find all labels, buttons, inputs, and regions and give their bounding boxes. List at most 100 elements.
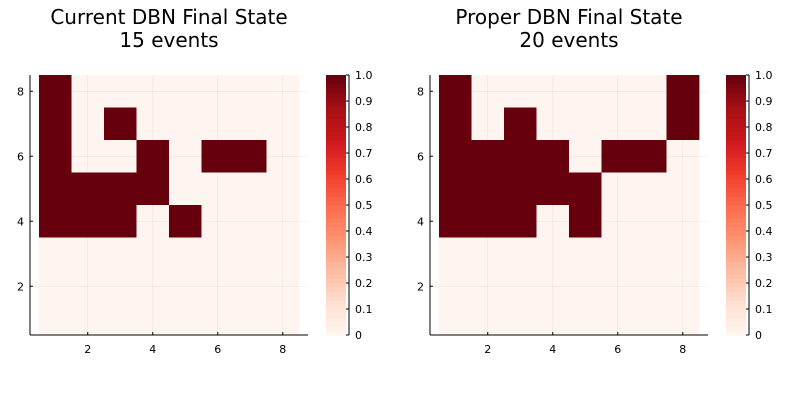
heatmap-cell xyxy=(201,107,235,141)
heatmap-cell xyxy=(471,237,505,271)
chart-title-line2: 15 events xyxy=(119,28,218,52)
colorbar-segment xyxy=(326,278,346,284)
colorbar-segment xyxy=(726,278,746,284)
colorbar-tick-label: 0.6 xyxy=(355,173,373,186)
heatmap-cell xyxy=(634,205,667,238)
heatmap-cell xyxy=(504,75,537,108)
colorbar-segment xyxy=(726,114,746,119)
heatmap-cell xyxy=(471,270,505,303)
heatmap-cell xyxy=(169,172,202,206)
colorbar-segment xyxy=(726,170,746,176)
colorbar-segment xyxy=(726,300,746,306)
colorbar-segment xyxy=(726,135,746,141)
heatmap-cell xyxy=(201,140,235,173)
colorbar-segment xyxy=(326,300,346,306)
colorbar-segment xyxy=(326,274,346,280)
colorbar-segment xyxy=(726,205,746,210)
heatmap-cell xyxy=(569,107,602,141)
gridlines xyxy=(30,75,308,335)
heatmap-cell xyxy=(136,140,170,173)
heatmap-cell xyxy=(504,270,537,303)
colorbar-segment xyxy=(326,296,346,301)
colorbar-segment xyxy=(726,161,746,167)
heatmap-cell xyxy=(569,270,602,303)
colorbar-segment xyxy=(326,75,346,80)
colorbar-segment xyxy=(726,101,746,106)
colorbar-segment xyxy=(326,144,346,150)
heatmap-cell xyxy=(471,75,505,108)
heatmap-cell xyxy=(504,172,537,206)
heatmap-cell xyxy=(39,107,72,141)
heatmap-cell xyxy=(266,270,300,303)
x-tick-label: 8 xyxy=(679,343,686,356)
heatmap-cell xyxy=(634,270,667,303)
colorbar-segment xyxy=(326,92,346,98)
colorbar-segment xyxy=(726,248,746,254)
heatmap-cell xyxy=(666,302,700,336)
heatmap-cell xyxy=(634,140,667,173)
colorbar-segment xyxy=(326,131,346,137)
heatmap-cell xyxy=(104,107,137,141)
colorbar-segment xyxy=(326,153,346,158)
colorbar-segment xyxy=(726,144,746,150)
y-tick-label: 6 xyxy=(17,150,24,163)
heatmap-cell xyxy=(234,237,267,271)
colorbar-segment xyxy=(726,109,746,115)
colorbar-segment xyxy=(726,304,746,310)
y-tick-label: 2 xyxy=(417,280,424,293)
colorbar-segment xyxy=(326,166,346,171)
colorbar-segment xyxy=(726,309,746,314)
heatmap-cell xyxy=(536,270,570,303)
heatmap-cell xyxy=(201,172,235,206)
colorbar-tick-label: 0.8 xyxy=(355,121,373,134)
colorbar-tick-label: 0.6 xyxy=(755,173,773,186)
heatmap-cell xyxy=(634,172,667,206)
heatmap-cell xyxy=(504,140,537,173)
colorbar-tick-label: 0.3 xyxy=(755,251,773,264)
heatmap-cell xyxy=(266,107,300,141)
colorbar-segment xyxy=(726,166,746,171)
heatmap-cell xyxy=(439,270,472,303)
heatmap-cell xyxy=(169,205,202,238)
colorbar-segment xyxy=(326,135,346,141)
colorbar-segment xyxy=(726,157,746,163)
x-tick-label: 4 xyxy=(149,343,156,356)
colorbar-tick-label: 0.9 xyxy=(755,95,773,108)
heatmap-cell xyxy=(39,75,72,108)
colorbar-segment xyxy=(326,213,346,219)
colorbar-segment xyxy=(326,96,346,102)
gridlines xyxy=(430,75,708,335)
colorbar-segment xyxy=(326,148,346,154)
colorbar-segment xyxy=(326,209,346,215)
heatmap-cell xyxy=(71,302,105,336)
colorbar-segment xyxy=(326,283,346,288)
heatmap-cell xyxy=(634,302,667,336)
heatmap-cell xyxy=(634,107,667,141)
colorbar-tick-label: 0.2 xyxy=(355,277,373,290)
colorbar-tick-label: 0.5 xyxy=(755,199,773,212)
colorbar-tick-label: 0.2 xyxy=(755,277,773,290)
heatmap-cell xyxy=(104,302,137,336)
colorbar-segment xyxy=(326,270,346,275)
heatmap-cell xyxy=(601,75,635,108)
heatmap-cell xyxy=(471,172,505,206)
heatmap-cell xyxy=(666,237,700,271)
colorbar-segment xyxy=(326,183,346,189)
heatmap-cell xyxy=(504,237,537,271)
heatmap-cell xyxy=(71,205,105,238)
colorbar-segment xyxy=(726,83,746,89)
heatmap-cell xyxy=(601,270,635,303)
heatmap-cell xyxy=(39,270,72,303)
heatmap-cell xyxy=(601,205,635,238)
colorbar-tick-label: 0.9 xyxy=(355,95,373,108)
colorbar-segment xyxy=(326,179,346,184)
heatmap-cell xyxy=(266,237,300,271)
colorbar-segment xyxy=(326,114,346,119)
colorbar-segment xyxy=(726,79,746,85)
heatmap-cell xyxy=(266,172,300,206)
colorbar-segment xyxy=(726,252,746,258)
heatmap-cell xyxy=(169,75,202,108)
colorbar-segment xyxy=(326,170,346,176)
heatmap-cell xyxy=(634,75,667,108)
